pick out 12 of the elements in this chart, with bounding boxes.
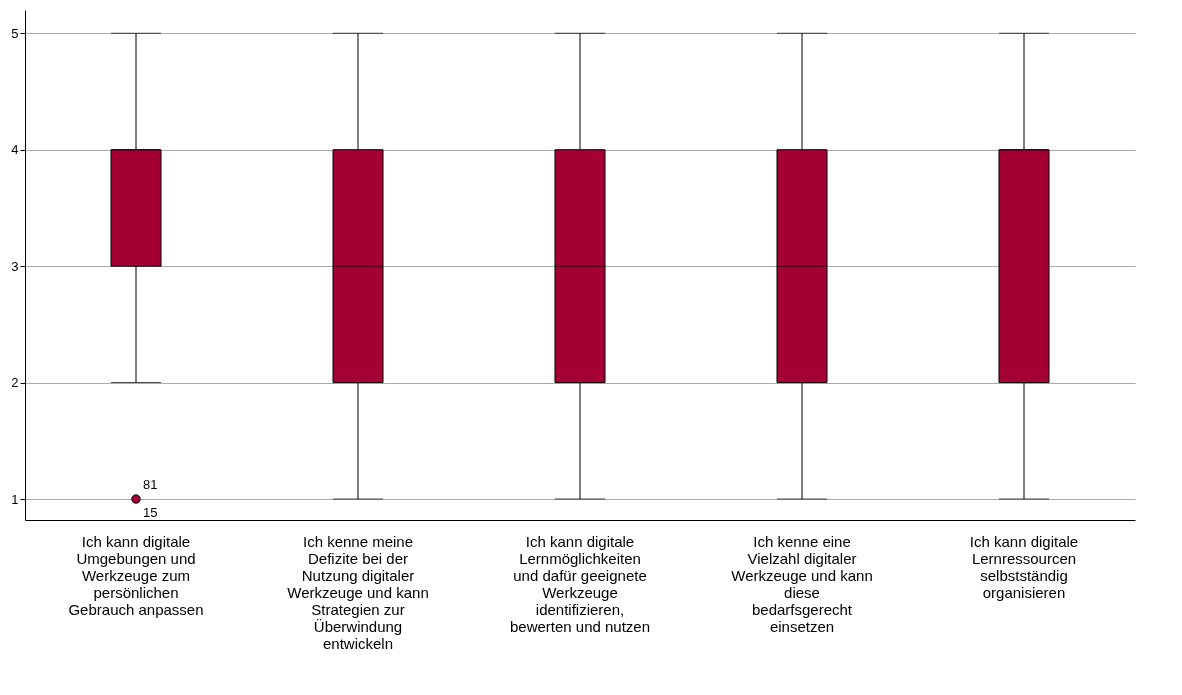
x-tick-label: Ich kann digitale Lernmöglichkeiten und dafür geeignete Werkzeuge identifizieren, bewerten und nutzen <box>509 532 651 635</box>
x-tick-label: Ich kann digitale Umgebungen und Werkzeuge zum persönlichen Gebrauch anpassen <box>68 532 204 618</box>
annotation: 15 <box>143 505 158 521</box>
annotation: 81 <box>143 477 158 493</box>
y-tick-label: 3 <box>11 258 19 274</box>
x-tick-label: Ich kenne meine Defizite bei der Nutzung digitaler Werkzeuge und kann Strategien zur Überwindung entwickeln <box>287 532 429 652</box>
y-tick-label: 1 <box>11 491 19 507</box>
x-tick-label: Ich kann digitale Lernressourcen selbstständig organisieren <box>969 532 1079 601</box>
x-tick-label: Ich kenne eine Vielzahl digitaler Werkzeuge und kann diese bedarfsgerecht einsetzen <box>731 532 873 635</box>
y-tick-label: 2 <box>11 375 19 391</box>
y-tick-label: 4 <box>11 142 19 158</box>
y-tick-label: 5 <box>11 25 19 41</box>
